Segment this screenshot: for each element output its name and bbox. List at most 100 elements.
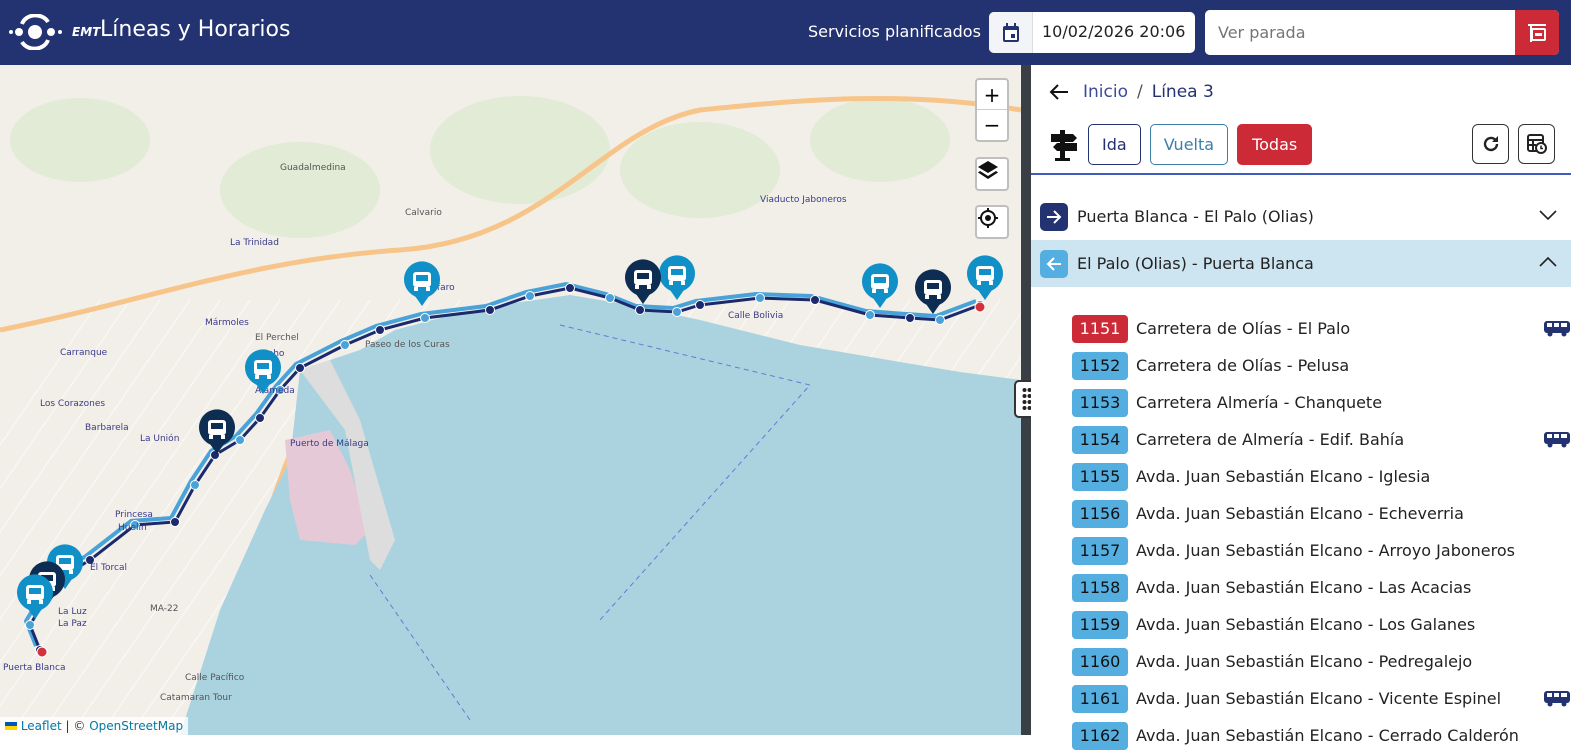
- stop-search-input[interactable]: [1205, 10, 1505, 55]
- tab-ida[interactable]: Ida: [1088, 124, 1141, 165]
- port-area: [285, 430, 370, 545]
- locate-button[interactable]: [975, 205, 1009, 239]
- stop-code-badge: 1160: [1072, 647, 1128, 676]
- bus-marker[interactable]: [47, 544, 83, 589]
- stop-item[interactable]: 1155 Avda. Juan Sebastián Elcano - Iglesi…: [1072, 458, 1562, 495]
- breadcrumb-home[interactable]: Inicio: [1083, 82, 1128, 102]
- stop-marker: [375, 325, 385, 335]
- stop-marker: [170, 517, 180, 527]
- stop-item[interactable]: 1162 Avda. Juan Sebastián Elcano - Cerrad…: [1072, 717, 1562, 754]
- stop-item[interactable]: 1151 Carretera de Olías - El Palo: [1072, 310, 1570, 347]
- bus-marker[interactable]: [404, 261, 440, 306]
- stop-item[interactable]: 1159 Avda. Juan Sebastián Elcano - Los Ga…: [1072, 606, 1562, 643]
- bus-marker[interactable]: [915, 269, 951, 314]
- bus-marker[interactable]: [862, 263, 898, 308]
- stop-item[interactable]: 1154 Carretera de Almería - Edif. Bahía: [1072, 421, 1570, 458]
- map-label: Barbarela: [85, 423, 129, 433]
- tab-todas[interactable]: Todas: [1237, 124, 1313, 165]
- stop-item[interactable]: 1161 Avda. Juan Sebastián Elcano - Vicent…: [1072, 680, 1570, 717]
- direction-return[interactable]: El Palo (Olias) - Puerta Blanca: [1031, 240, 1571, 287]
- tab-vuelta[interactable]: Vuelta: [1149, 124, 1229, 165]
- stop-list: 1151 Carretera de Olías - El Palo 1152 Carr…: [1072, 310, 1570, 754]
- osm-link[interactable]: OpenStreetMap: [89, 719, 184, 733]
- bus-marker[interactable]: [625, 259, 661, 304]
- stop-code-badge: 1158: [1072, 573, 1128, 602]
- map-label: Catamaran Tour: [160, 693, 232, 703]
- map-label: Viaducto Jaboneros: [760, 195, 847, 205]
- stop-marker: [525, 291, 535, 301]
- current-stop-marker: [36, 646, 48, 658]
- map-canvas[interactable]: Puerta Blanca La Luz La Paz El Torcal Prince…: [0, 65, 1021, 735]
- arrow-left-icon: [1040, 249, 1068, 278]
- refresh-button[interactable]: [1472, 124, 1509, 164]
- calendar-icon[interactable]: [989, 12, 1033, 53]
- map-attribution: Leaflet | © OpenStreetMap: [0, 717, 189, 735]
- date-value[interactable]: 10/02/2026 20:06: [1042, 22, 1186, 41]
- stop-item[interactable]: 1157 Avda. Juan Sebastián Elcano - Arroyo…: [1072, 532, 1562, 569]
- direction-outbound[interactable]: Puerta Blanca - El Palo (Olias): [1031, 193, 1571, 240]
- timetable-button[interactable]: [1518, 124, 1555, 164]
- leaflet-link[interactable]: Leaflet: [20, 719, 62, 733]
- breadcrumb-separator: /: [1136, 82, 1143, 102]
- bus-marker[interactable]: [199, 409, 235, 454]
- stop-name: Carretera de Olías - Pelusa: [1136, 356, 1350, 375]
- map-label: Princesa: [115, 510, 153, 520]
- bus-marker[interactable]: [245, 349, 281, 394]
- stop-item[interactable]: 1156 Avda. Juan Sebastián Elcano - Echeve…: [1072, 495, 1562, 532]
- street: [0, 299, 281, 708]
- stop-item[interactable]: 1153 Carretera Almería - Chanquete: [1072, 384, 1562, 421]
- map-label: Calle Bolivia: [728, 311, 783, 321]
- map-label: Guadalmedina: [280, 163, 346, 173]
- back-arrow-icon[interactable]: [1049, 83, 1069, 101]
- stop-name: Avda. Juan Sebastián Elcano - Iglesia: [1136, 467, 1431, 486]
- stop-item[interactable]: 1160 Avda. Juan Sebastián Elcano - Pedreg…: [1072, 643, 1562, 680]
- date-picker[interactable]: 10/02/2026 20:06: [989, 12, 1195, 53]
- stop-item[interactable]: 1158 Avda. Juan Sebastián Elcano - Las Ac…: [1072, 569, 1562, 606]
- zoom-out-button[interactable]: −: [983, 113, 1001, 137]
- bus-marker[interactable]: [967, 255, 1003, 300]
- refresh-icon: [1483, 136, 1498, 152]
- map-label: La Luz: [58, 607, 87, 617]
- stop-marker: [865, 310, 875, 320]
- map-label: Alameda: [255, 386, 295, 396]
- map-label: Puerta Blanca: [3, 663, 65, 673]
- street: [0, 299, 161, 534]
- park-area: [810, 98, 950, 182]
- zoom-in-button[interactable]: +: [977, 80, 1007, 110]
- stop-name: Carretera de Olías - El Palo: [1136, 319, 1351, 338]
- map-label: La Trinidad: [230, 238, 279, 248]
- map-label: La Unión: [140, 433, 179, 444]
- tabs-divider: [1031, 173, 1571, 175]
- park-area: [620, 122, 780, 218]
- drag-handle-icon: [1022, 388, 1032, 410]
- bus-marker[interactable]: [659, 255, 695, 300]
- stop-code-badge: 1151: [1072, 314, 1128, 343]
- zoom-control: + −: [975, 78, 1009, 142]
- park-area: [10, 98, 150, 182]
- street: [0, 299, 191, 577]
- stop-marker: [275, 385, 285, 395]
- app-title: Líneas y Horarios: [100, 17, 291, 42]
- chevron-up-icon[interactable]: [1538, 252, 1558, 272]
- stop-search: [1205, 10, 1559, 55]
- bus-marker[interactable]: [17, 574, 53, 619]
- stop-name: Avda. Juan Sebastián Elcano - Vicente Es…: [1136, 689, 1502, 708]
- breadcrumb: Inicio / Línea 3: [1049, 82, 1214, 102]
- stop-name: Avda. Juan Sebastián Elcano - Los Galane…: [1136, 615, 1476, 634]
- map-label: Carranque: [60, 348, 108, 358]
- map-label: La Paz: [58, 619, 87, 629]
- map-label: El Torcal: [90, 563, 127, 573]
- layers-button[interactable]: [975, 157, 1009, 191]
- stop-item[interactable]: 1152 Carretera de Olías - Pelusa: [1072, 347, 1562, 384]
- stop-code-badge: 1155: [1072, 462, 1128, 491]
- chevron-down-icon[interactable]: [1538, 205, 1558, 225]
- stop-name: Carretera Almería - Chanquete: [1136, 393, 1383, 412]
- map-label: Paseo de los Curas: [365, 340, 450, 350]
- emt-logo[interactable]: EMT: [8, 14, 100, 50]
- stop-marker: [420, 313, 430, 323]
- arrow-right-icon: [1040, 202, 1068, 231]
- map[interactable]: Puerta Blanca La Luz La Paz El Torcal Prince…: [0, 65, 1021, 735]
- bus-stop-sign-icon: [1528, 23, 1546, 42]
- top-bar: EMT Líneas y Horarios Servicios planific…: [0, 0, 1571, 65]
- stop-search-button[interactable]: [1515, 10, 1559, 55]
